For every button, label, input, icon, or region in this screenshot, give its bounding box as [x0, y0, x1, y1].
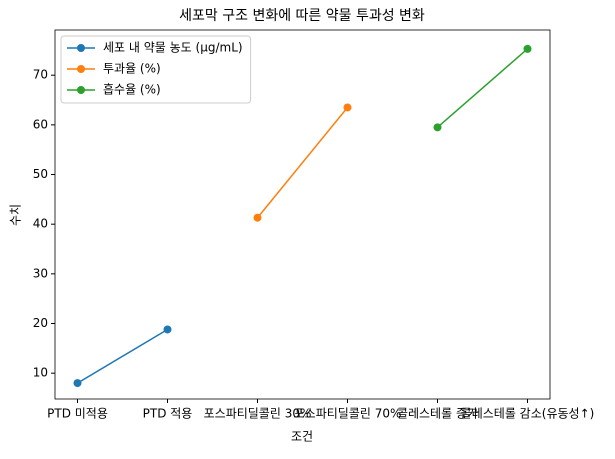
y-tick-label: 60 — [33, 117, 48, 131]
legend-label: 세포 내 약물 농도 (μg/mL) — [103, 40, 243, 55]
legend: 세포 내 약물 농도 (μg/mL) 투과율 (%) 흡수율 (%) — [60, 35, 252, 104]
x-tick-label: 콜레스테롤 감소(유동성↑) — [461, 407, 595, 421]
legend-box — [60, 35, 252, 104]
y-tick-label: 40 — [33, 217, 48, 231]
legend-label: 투과율 (%) — [103, 62, 161, 76]
legend-marker — [77, 65, 85, 73]
plot-frame — [54, 29, 551, 400]
point — [73, 379, 82, 388]
legend-marker — [77, 86, 85, 94]
legend-label: 흡수율 (%) — [103, 83, 161, 97]
point — [523, 44, 532, 53]
series-line — [256, 107, 349, 219]
y-tick-label: 70 — [33, 68, 48, 82]
chart-title: 세포막 구조 변화에 따른 약물 투과성 변화 — [179, 8, 425, 24]
series-line — [437, 48, 528, 128]
point — [433, 123, 442, 132]
x-tick-label: 포스파티딜콜린 70% — [294, 407, 402, 421]
y-tick-label: 10 — [33, 366, 48, 380]
y-axis-label: 수치 — [9, 204, 23, 226]
series-line — [77, 328, 168, 384]
y-tick-label: 20 — [33, 316, 48, 330]
point — [163, 325, 172, 334]
legend-marker — [77, 44, 85, 52]
x-tick-label: PTD 미적용 — [47, 407, 108, 421]
x-tick-label: 포스파티딜콜린 30% — [204, 407, 312, 421]
x-tick-label: PTD 적용 — [143, 407, 193, 421]
y-tick-label: 50 — [33, 167, 48, 181]
x-axis-label: 조건 — [291, 430, 313, 444]
point — [253, 213, 262, 222]
x-tick-label: 콜레스테롤 증가 — [397, 407, 478, 421]
y-tick-label: 30 — [33, 266, 48, 280]
point — [343, 103, 352, 112]
